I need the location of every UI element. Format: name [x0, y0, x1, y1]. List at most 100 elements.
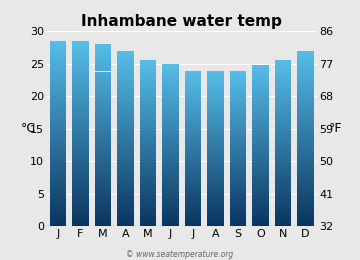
- Bar: [140, 156, 156, 157]
- Bar: [50, 143, 66, 144]
- Bar: [275, 93, 291, 94]
- Bar: [117, 85, 134, 86]
- Bar: [50, 103, 66, 104]
- Bar: [252, 95, 269, 96]
- Bar: [275, 104, 291, 105]
- Bar: [275, 217, 291, 218]
- Bar: [162, 135, 179, 136]
- Bar: [50, 51, 66, 52]
- Bar: [252, 176, 269, 177]
- Bar: [117, 170, 134, 171]
- Bar: [297, 212, 314, 213]
- Bar: [140, 192, 156, 193]
- Bar: [50, 86, 66, 87]
- Bar: [252, 119, 269, 120]
- Bar: [162, 171, 179, 172]
- Bar: [275, 184, 291, 185]
- Bar: [230, 78, 246, 79]
- Bar: [95, 77, 111, 78]
- Bar: [252, 213, 269, 214]
- Bar: [185, 212, 201, 213]
- Bar: [207, 178, 224, 179]
- Bar: [162, 165, 179, 166]
- Bar: [207, 90, 224, 91]
- Bar: [297, 75, 314, 76]
- Bar: [72, 72, 89, 73]
- Bar: [275, 131, 291, 132]
- Bar: [252, 91, 269, 92]
- Bar: [140, 176, 156, 177]
- Bar: [140, 153, 156, 154]
- Bar: [275, 87, 291, 88]
- Bar: [72, 60, 89, 61]
- Bar: [185, 117, 201, 118]
- Bar: [207, 126, 224, 127]
- Bar: [50, 167, 66, 168]
- Bar: [117, 184, 134, 185]
- Bar: [207, 200, 224, 201]
- Bar: [230, 187, 246, 188]
- Bar: [185, 100, 201, 101]
- Bar: [207, 174, 224, 175]
- Bar: [50, 168, 66, 169]
- Bar: [50, 41, 66, 42]
- Bar: [95, 96, 111, 97]
- Bar: [72, 52, 89, 53]
- Bar: [252, 84, 269, 85]
- Bar: [207, 83, 224, 84]
- Bar: [275, 114, 291, 115]
- Bar: [117, 183, 134, 184]
- Bar: [230, 107, 246, 108]
- Bar: [95, 205, 111, 206]
- Bar: [297, 100, 314, 101]
- Bar: [50, 206, 66, 207]
- Bar: [297, 126, 314, 127]
- Bar: [185, 160, 201, 161]
- Bar: [185, 81, 201, 82]
- Bar: [140, 170, 156, 171]
- Bar: [297, 99, 314, 100]
- Bar: [162, 84, 179, 85]
- Bar: [207, 124, 224, 125]
- Bar: [140, 139, 156, 140]
- Bar: [207, 114, 224, 115]
- Bar: [162, 117, 179, 118]
- Bar: [162, 199, 179, 200]
- Bar: [50, 136, 66, 137]
- Bar: [207, 123, 224, 124]
- Bar: [162, 98, 179, 99]
- Bar: [297, 94, 314, 95]
- Bar: [162, 78, 179, 79]
- Bar: [252, 193, 269, 194]
- Bar: [162, 86, 179, 87]
- Bar: [95, 187, 111, 188]
- Bar: [185, 210, 201, 211]
- Bar: [72, 150, 89, 151]
- Bar: [117, 100, 134, 101]
- Bar: [95, 111, 111, 112]
- Bar: [117, 94, 134, 95]
- Bar: [162, 143, 179, 144]
- Bar: [72, 218, 89, 219]
- Bar: [252, 184, 269, 185]
- Bar: [275, 89, 291, 90]
- Bar: [275, 201, 291, 202]
- Bar: [297, 91, 314, 92]
- Bar: [140, 72, 156, 73]
- Bar: [50, 178, 66, 179]
- Bar: [72, 62, 89, 63]
- Bar: [185, 141, 201, 142]
- Bar: [185, 222, 201, 223]
- Bar: [185, 85, 201, 86]
- Bar: [117, 145, 134, 146]
- Bar: [252, 68, 269, 69]
- Bar: [95, 214, 111, 215]
- Bar: [185, 138, 201, 139]
- Bar: [72, 193, 89, 194]
- Bar: [275, 99, 291, 100]
- Bar: [275, 108, 291, 109]
- Bar: [50, 210, 66, 211]
- Bar: [230, 171, 246, 172]
- Bar: [117, 134, 134, 135]
- Bar: [50, 224, 66, 225]
